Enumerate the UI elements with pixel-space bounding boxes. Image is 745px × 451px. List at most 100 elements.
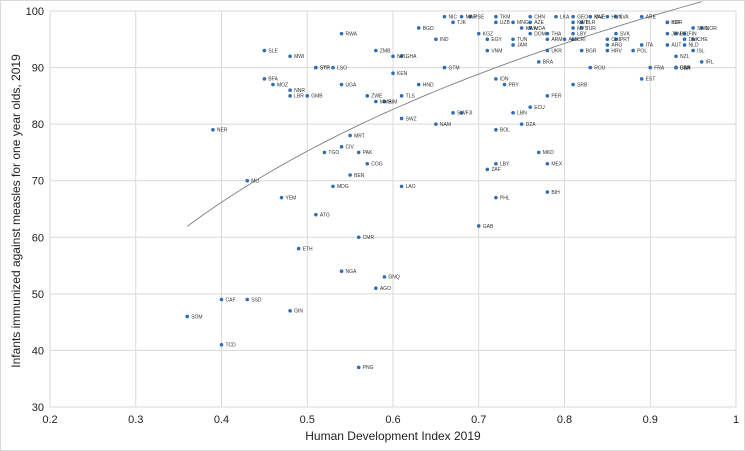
data-label-npl: NPL [397,54,407,60]
data-label-hnd: HND [423,82,434,88]
data-label-gha: GHA [406,54,418,60]
data-point-dza [519,122,524,126]
data-point-gmb [305,94,310,98]
data-point-bra [536,60,541,64]
data-point-uzb [494,20,498,25]
data-label-atg: ATG [320,212,330,218]
x-tick-label: 0.6 [385,414,400,426]
data-label-hun: HUN [611,14,622,20]
data-point-gin [288,309,292,313]
data-label-swz: SWZ [406,116,417,122]
data-label-dom: DOM [534,31,546,37]
trendline [186,1,702,227]
data-point-bih [545,190,550,194]
x-tick-label: 0.3 [128,414,143,426]
data-label-civ: CIV [346,145,355,151]
data-label-dza: DZA [526,122,537,128]
data-label-gtm: GTM [448,65,459,71]
data-label-mar: MAR [466,14,478,20]
data-label-sle: SLE [268,48,278,54]
data-label-jam: JAM [517,43,527,49]
data-point-arm [545,37,550,42]
data-point-cog [365,161,370,166]
data-label-lka: LKA [560,14,570,20]
data-label-png: PNG [363,365,374,371]
ticks-layer: 0.2 0.3 0.4 0.5 0.6 0.7 0.8 0.9 1 30 40 50 60 70 80 90 1… [26,6,739,426]
data-point-kor [665,20,670,25]
data-label-isl: ISL [697,48,705,54]
data-point-bfa [262,77,267,81]
data-label-ssd: SSD [251,297,262,303]
data-point-zaf [485,167,490,172]
data-point-isl [691,48,695,53]
data-point-gnq [382,275,387,279]
x-tick-label: 0.8 [557,414,572,426]
data-point-eth [296,246,301,251]
data-point-dnk [682,37,687,42]
data-label-nzl: NZL [680,54,690,60]
data-label-pol: POL [637,48,647,54]
data-label-mne: MNE [594,14,606,20]
data-point-jpn [665,31,670,36]
data-point-usa [674,65,678,70]
data-label-gnq: GNQ [388,275,400,281]
y-tick-label: 40 [32,345,44,357]
data-label-lao: LAO [406,184,416,190]
data-label-pak: PAK [363,150,373,156]
data-label-lby: LBY [500,162,510,168]
x-tick-label: 0.9 [643,414,658,426]
data-label-arm: ARM [551,37,562,43]
data-label-kaz: KAZ [594,14,604,20]
x-axis-title: Human Development Index 2019 [305,429,481,443]
data-point-lbr [288,94,292,98]
data-point-chn [528,14,532,19]
data-point-est [639,77,644,81]
data-point-alb [562,37,567,42]
data-point-nld [682,43,687,47]
data-label-slv: SLV [457,111,467,117]
data-label-kwa: KWA [526,26,538,32]
data-point-lao [399,184,404,189]
data-point-mda [528,26,532,30]
data-point-lbn [511,111,515,115]
data-label-syr: SYR [320,65,331,71]
data-label-tha: THA [551,31,562,37]
data-label-nld: NLD [689,43,699,49]
data-label-nnr: NNR [294,88,305,94]
data-label-chl: CHL [611,37,621,43]
data-point-tcd [219,342,224,347]
data-point-tha [545,31,550,36]
data-label-uzb: UZB [500,20,511,26]
data-point-png [356,365,361,370]
data-label-caf: CAF [226,297,236,303]
data-point-sle [262,48,267,53]
data-point-nzl [674,54,678,59]
data-label-mys: MYS [577,26,589,32]
data-point-tun [511,37,515,42]
data-point-pol [631,48,635,53]
y-tick-label: 70 [32,176,44,188]
data-point-npl [391,54,395,59]
data-label-alb: ALB [569,37,579,43]
data-point-tls [399,94,404,98]
data-point-pry [502,82,507,87]
data-label-ind: IND [440,37,449,43]
data-label-irl: IRL [706,60,714,66]
data-label-vnm: VNM [491,48,502,54]
data-label-rou: ROU [594,65,606,71]
data-label-ken: KEN [397,71,408,77]
data-label-tls: TLS [406,94,416,100]
data-point-pak [356,150,361,155]
data-point-lka [554,14,558,19]
data-point-civ [339,144,344,149]
data-label-per: PER [551,94,562,100]
data-label-fji: FJI [466,111,473,117]
data-label-ben: BEN [354,173,365,179]
data-point-tgo [322,150,327,155]
data-label-mkd: MKD [543,150,555,156]
data-label-nga: NGA [346,269,358,275]
data-point-mar [459,14,464,19]
data-label-gin: GIN [294,309,303,315]
data-point-mys [571,26,575,30]
data-point-gha [399,54,404,59]
